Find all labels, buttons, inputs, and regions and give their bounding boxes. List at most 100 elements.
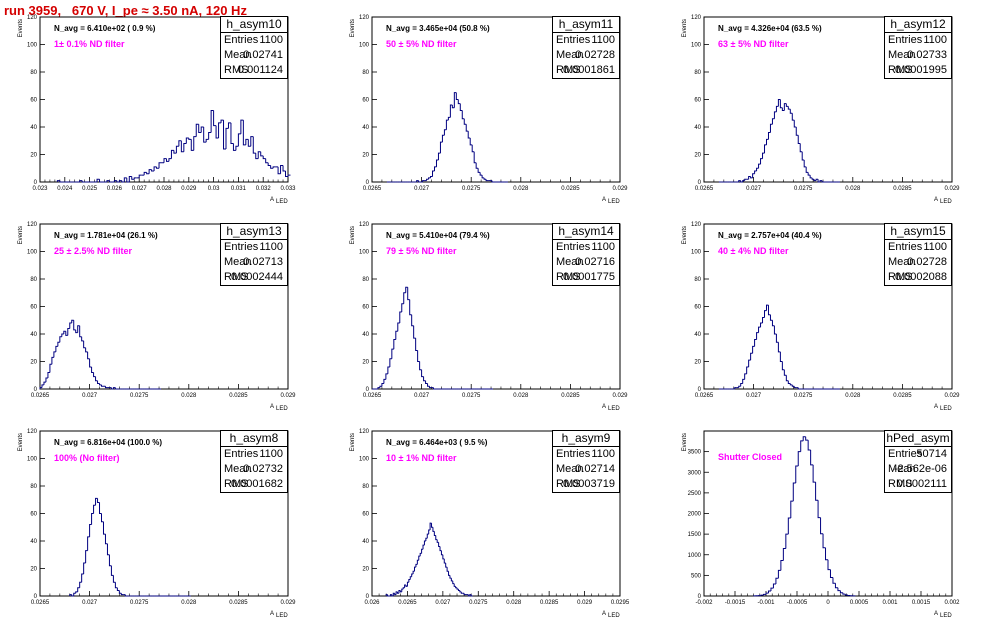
histogram-bin bbox=[744, 178, 747, 181]
stats-key-entries: Entries bbox=[224, 241, 259, 253]
histogram-bin bbox=[449, 104, 453, 118]
histogram-bin bbox=[59, 336, 62, 343]
histogram-bin bbox=[766, 138, 769, 145]
stats-key-rms: RMS bbox=[888, 271, 913, 283]
histogram-bin bbox=[758, 326, 761, 333]
histogram-bin bbox=[433, 387, 436, 390]
histogram-bin bbox=[813, 179, 817, 182]
histogram-bin bbox=[800, 440, 804, 452]
histogram-bin bbox=[110, 565, 114, 576]
histogram-bin bbox=[89, 358, 92, 368]
stats-row-mean: Mean 0.02714 bbox=[553, 462, 619, 477]
histogram-bin bbox=[797, 135, 801, 144]
y-axis-label: Events bbox=[18, 226, 24, 244]
stats-row-mean: Mean 0.02728 bbox=[885, 255, 951, 270]
histogram-bin bbox=[143, 171, 147, 176]
histogram-bin bbox=[793, 386, 797, 389]
histogram-bin bbox=[163, 158, 167, 163]
stats-row-rms: RMS 0.0002111 bbox=[885, 477, 951, 492]
histogram-bin bbox=[771, 118, 775, 125]
histogram-bin bbox=[439, 141, 443, 154]
histogram-bin bbox=[75, 591, 78, 594]
histogram-bin bbox=[441, 134, 445, 143]
stats-key-rms: RMS bbox=[556, 271, 581, 283]
x-tick-label: 0.029 bbox=[577, 600, 593, 606]
stats-value-rms: 0.0001995 bbox=[895, 64, 947, 76]
histogram-bin bbox=[442, 554, 445, 560]
histogram-bin bbox=[203, 127, 207, 143]
histogram-bin bbox=[285, 171, 288, 177]
histogram-bin bbox=[481, 175, 485, 179]
histogram-bin bbox=[772, 583, 776, 589]
x-axis-label-subscript: LED bbox=[940, 613, 952, 619]
stats-key-rms: RMS bbox=[888, 64, 913, 76]
y-tick-label: 120 bbox=[691, 222, 702, 228]
histogram-bin bbox=[844, 594, 848, 596]
x-axis-label-subscript: LED bbox=[276, 406, 288, 412]
histogram-bin bbox=[406, 581, 409, 587]
y-tick-label: 2500 bbox=[688, 491, 702, 497]
histogram-bins bbox=[69, 497, 191, 597]
histogram-bin bbox=[428, 529, 431, 535]
stats-key-entries: Entries bbox=[556, 448, 591, 460]
histogram-bin bbox=[467, 131, 471, 139]
y-axis-label: Events bbox=[18, 19, 24, 37]
y-tick-label: 60 bbox=[362, 512, 369, 518]
histogram-bin bbox=[210, 110, 214, 133]
stats-value-entries: 1100 bbox=[591, 241, 615, 253]
histogram-bin bbox=[230, 122, 234, 144]
x-tick-label: 0.027 bbox=[746, 186, 762, 192]
y-tick-label: 80 bbox=[362, 484, 369, 490]
stats-row-mean: Mean 0.02713 bbox=[221, 255, 287, 270]
x-tick-label: -0.0015 bbox=[725, 600, 746, 606]
filter-label: 63 ± 5% ND filter bbox=[718, 39, 789, 49]
histogram-bin bbox=[738, 385, 741, 388]
histogram-bin bbox=[791, 384, 795, 387]
x-tick-label: 0.027 bbox=[746, 393, 762, 399]
histogram-bin bbox=[457, 99, 461, 105]
histogram-bin bbox=[270, 165, 274, 169]
x-tick-label: 0.029 bbox=[181, 186, 197, 192]
histogram-bin bbox=[463, 593, 466, 596]
filter-label: 1± 0.1% ND filter bbox=[54, 39, 125, 49]
histogram-bin bbox=[91, 367, 94, 373]
histogram-bin bbox=[456, 587, 459, 590]
stats-histogram-name: h_asym10 bbox=[221, 17, 287, 33]
histogram-plot: 0.0265 0.027 0.0275 0.028 0.0285 0.029 0 20 40 60… bbox=[682, 222, 960, 412]
stats-value-mean: 0.02733 bbox=[907, 49, 947, 61]
histogram-bin bbox=[435, 535, 438, 541]
histogram-bin bbox=[802, 436, 806, 441]
histogram-bin bbox=[97, 498, 100, 503]
y-tick-label: 120 bbox=[359, 15, 370, 21]
x-tick-label: 0.0285 bbox=[893, 393, 912, 399]
navg-label: N_avg = 2.757e+04 (40.4 %) bbox=[718, 231, 822, 240]
y-tick-label: 3500 bbox=[688, 450, 702, 456]
histogram-bin bbox=[765, 592, 769, 595]
histogram-bin bbox=[767, 590, 771, 594]
histogram-bin bbox=[756, 332, 759, 340]
stats-value-mean: 0.02741 bbox=[243, 49, 283, 61]
histogram-bin bbox=[250, 136, 254, 147]
histogram-bin bbox=[89, 524, 92, 537]
x-tick-label: 0.0265 bbox=[695, 393, 714, 399]
histogram-bin bbox=[101, 384, 104, 387]
y-tick-label: 100 bbox=[359, 457, 370, 463]
stats-value-mean: 0.02714 bbox=[575, 463, 615, 475]
histogram-bin bbox=[837, 587, 841, 592]
histogram-bin bbox=[413, 325, 416, 339]
histogram-plot: 0.0265 0.027 0.0275 0.028 0.0285 0.029 0 20 40 60… bbox=[682, 15, 960, 205]
histogram-bin bbox=[265, 158, 269, 164]
y-tick-label: 60 bbox=[30, 512, 37, 518]
stats-key-rms: RMS bbox=[888, 478, 913, 490]
y-tick-label: 80 bbox=[362, 70, 369, 76]
histogram-bin bbox=[183, 143, 187, 152]
histogram-bin bbox=[87, 536, 90, 551]
histogram-plot: 0.0265 0.027 0.0275 0.028 0.0285 0.029 0 20 40 60… bbox=[350, 15, 628, 205]
histogram-bin bbox=[83, 340, 86, 349]
histogram-bins bbox=[718, 99, 840, 183]
histogram-bin bbox=[435, 159, 439, 167]
histogram-bin bbox=[416, 559, 419, 565]
histogram-bin bbox=[282, 165, 286, 172]
histogram-bin bbox=[118, 590, 122, 594]
